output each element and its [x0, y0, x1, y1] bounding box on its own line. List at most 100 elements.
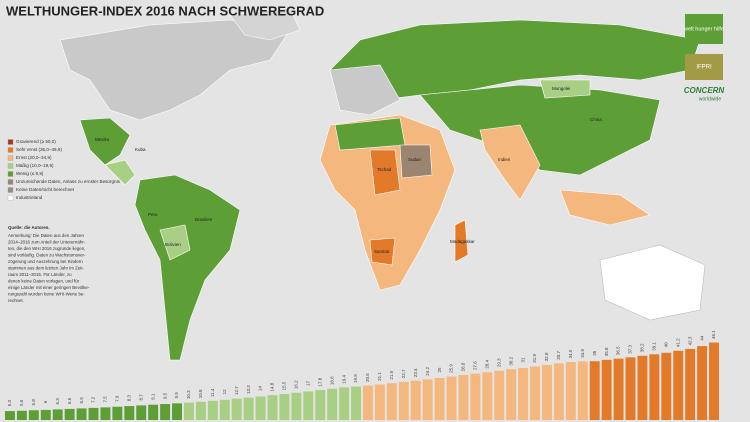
legend-label: Industrieland	[16, 195, 43, 200]
bar-label: 25.9	[449, 364, 454, 373]
south-america	[134, 174, 241, 361]
bar	[410, 380, 421, 420]
bar-label: 9.5	[162, 392, 167, 399]
bar	[398, 381, 409, 420]
legend-swatch	[7, 147, 14, 153]
bar	[613, 358, 624, 420]
bar	[697, 346, 708, 420]
bolivia	[159, 224, 191, 261]
bar-label: 15.5	[282, 381, 287, 390]
bar	[637, 355, 648, 420]
logo-concern: CONCERN	[684, 86, 725, 95]
bar	[386, 383, 397, 420]
bar	[351, 386, 361, 420]
legend-label: Wenig (≤ 9,9)	[16, 171, 44, 176]
bar-label: 31.9	[532, 354, 537, 363]
bar-label: 5.3	[7, 399, 12, 406]
bar	[565, 362, 576, 420]
source-line: denen keine Daten vorlagen, und für	[8, 279, 80, 284]
zambia	[369, 237, 396, 266]
bar-label: 28.4	[484, 359, 489, 368]
map-label: Brasilien	[195, 217, 213, 222]
map-label: Bolivien	[165, 242, 181, 247]
legend-label: Keine Daten/nicht berechnet	[16, 187, 75, 192]
bar	[506, 369, 517, 420]
bar	[625, 357, 636, 420]
bar	[494, 370, 505, 420]
map-label: Mongolei	[552, 86, 570, 91]
bar	[243, 397, 254, 420]
map-label: Sambia	[374, 249, 390, 254]
bar-label: 18.6	[329, 376, 334, 385]
logo-box	[685, 14, 723, 44]
source-line: rechnet.	[8, 298, 24, 303]
bar-label: 7.5	[103, 396, 108, 403]
map-label: Madagaskar	[450, 239, 475, 244]
bar	[172, 403, 182, 420]
bar-label: 14.8	[270, 382, 275, 391]
bar-label: 9.1	[150, 393, 155, 400]
bar-label: 38.2	[640, 343, 645, 352]
bar-label: 26.8	[461, 362, 466, 371]
bar	[685, 348, 696, 420]
bar-label: 8.3	[126, 394, 131, 401]
bar-label: 21.1	[377, 372, 382, 381]
madagascar	[454, 219, 469, 263]
source-line: einige Länder mit einer geringen Bevölke…	[8, 285, 90, 290]
bar	[231, 398, 242, 420]
legend-swatch	[7, 187, 14, 193]
logo-ifpri: IFPRI	[696, 65, 712, 71]
bar-label: 17	[305, 380, 310, 386]
legend-swatch	[7, 163, 14, 169]
bar	[470, 373, 481, 420]
bar-label: 5.8	[31, 399, 36, 406]
legend-swatch	[7, 155, 14, 161]
bar	[219, 399, 230, 420]
bar	[88, 407, 99, 420]
mexico	[79, 117, 131, 166]
bar-label: 16.2	[294, 380, 299, 389]
bar	[339, 387, 350, 420]
bar-label: 40	[663, 342, 668, 348]
bar-label: 6.9	[79, 397, 84, 404]
bar	[195, 401, 206, 420]
australia	[599, 244, 706, 321]
bar-label: 31	[520, 357, 525, 363]
bar	[446, 376, 457, 420]
bar-label: 24.2	[425, 366, 430, 375]
bar-label: 30.2	[508, 356, 513, 365]
bar	[542, 364, 552, 420]
bar	[601, 359, 612, 420]
map-label: Tschad	[377, 167, 392, 172]
bar	[16, 410, 27, 420]
mongolia	[539, 79, 591, 99]
bar	[649, 354, 660, 420]
logos: welt hunger hilfe IFPRI CONCERN worldwid…	[683, 14, 724, 102]
greenland	[229, 7, 301, 41]
bar-label: 10.3	[186, 390, 191, 399]
bar	[148, 404, 159, 420]
bar	[482, 372, 493, 420]
bar-label: 6.6	[67, 397, 72, 404]
bar	[136, 405, 147, 420]
bar-label: 14	[258, 385, 263, 391]
map-label: Sudan	[408, 157, 422, 162]
legend-label: Mäßig (10,0–19,9)	[16, 163, 54, 168]
logo-welthungerhilfe: welt hunger hilfe	[683, 26, 724, 32]
bar	[315, 390, 326, 420]
bar	[40, 409, 51, 420]
bar-label: 25	[437, 367, 442, 373]
bar	[422, 379, 433, 420]
map-label: China	[590, 117, 602, 122]
bar	[553, 363, 564, 420]
map-label: Kuba	[135, 147, 146, 152]
bar-label: 39.1	[652, 341, 657, 350]
bar-label: 7.9	[115, 395, 120, 402]
bar-label: 8.7	[138, 394, 143, 401]
bar-label: 36.5	[616, 346, 621, 355]
bar	[327, 388, 338, 420]
bar-label: 33.7	[556, 351, 561, 360]
legend-swatch	[7, 195, 14, 201]
bar-label: 21.9	[389, 370, 394, 379]
